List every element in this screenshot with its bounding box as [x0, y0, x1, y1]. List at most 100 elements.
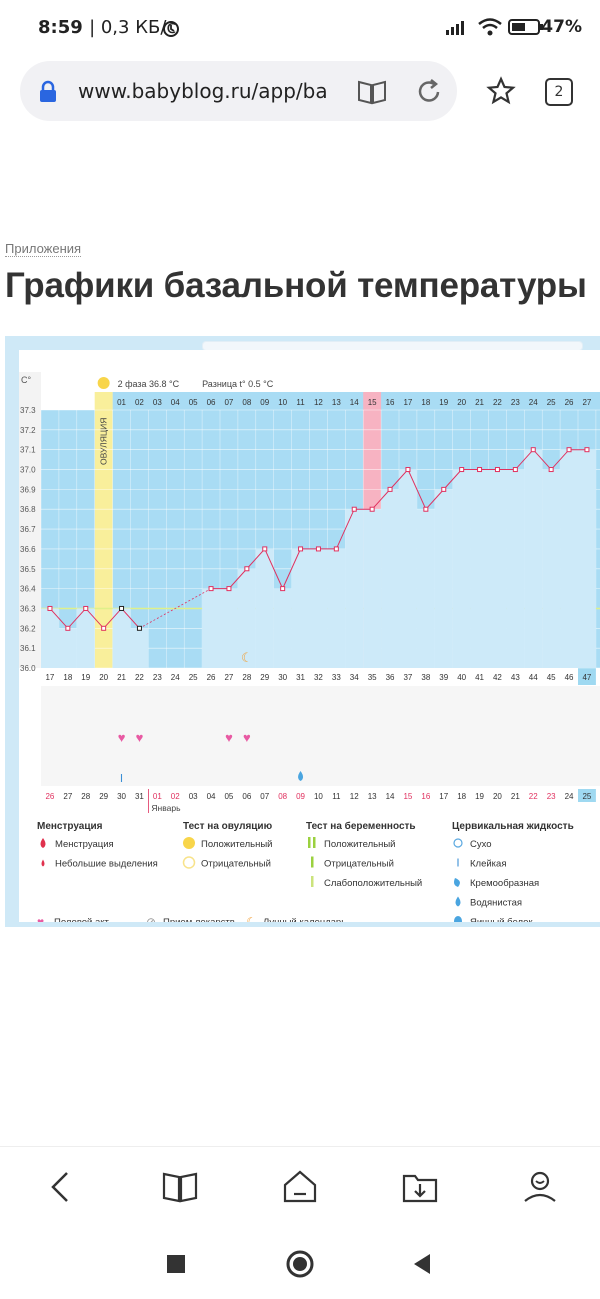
cycle-day-bottom: 20 — [99, 673, 108, 682]
temperature-bar — [237, 568, 256, 668]
date-label: 14 — [386, 792, 395, 801]
cycle-day-top: 11 — [296, 398, 305, 407]
back-button-icon[interactable] — [410, 1251, 434, 1277]
temperature-point — [315, 546, 321, 552]
cycle-day-bottom: 17 — [45, 673, 54, 682]
temperature-bar — [363, 509, 382, 668]
temperature-point — [351, 506, 357, 512]
profile-icon[interactable] — [520, 1167, 560, 1207]
cycle-day-bottom: 24 — [171, 673, 180, 682]
temperature-point — [584, 447, 590, 453]
date-row — [41, 788, 600, 814]
date-label: 27 — [63, 792, 72, 801]
bookmarks-icon[interactable] — [160, 1169, 200, 1205]
date-label: 20 — [493, 792, 502, 801]
date-label: 11 — [332, 792, 341, 801]
creamy-icon — [454, 878, 460, 887]
temperature-point — [387, 486, 393, 492]
cycle-day-bottom: 35 — [368, 673, 377, 682]
downloads-icon[interactable] — [400, 1167, 440, 1207]
alarm-icon — [163, 21, 179, 37]
recents-button-icon[interactable] — [165, 1253, 187, 1275]
legend-item: Водянистая — [470, 898, 522, 909]
legend-group-title: Цервикальная жидкость — [452, 821, 574, 832]
cycle-day-top: 15 — [368, 398, 377, 407]
status-time: 8:59 | 0,3 КБ/с — [38, 17, 177, 38]
cycle-day-top: 07 — [224, 398, 233, 407]
legend-group-title: Тест на овуляцию — [183, 821, 273, 832]
breadcrumb[interactable]: Приложения — [5, 241, 82, 257]
cycle-day-top: 06 — [207, 398, 216, 407]
reload-icon[interactable] — [414, 77, 444, 107]
cycle-day-bottom: 33 — [332, 673, 341, 682]
date-label: 21 — [511, 792, 520, 801]
temperature-bar — [524, 449, 543, 668]
temperature-bar — [309, 548, 328, 668]
temperature-bar — [327, 548, 346, 668]
page-title: Графики базальной температуры — [5, 266, 587, 305]
y-tick-label: 36.1 — [20, 644, 36, 653]
system-navigation — [0, 1228, 600, 1299]
heart-icon: ♥ — [118, 730, 126, 745]
heart-legend-icon: ♥ — [37, 915, 44, 922]
temperature-point — [101, 625, 107, 631]
diff-info: Разница t° 0.5 °C — [202, 379, 274, 389]
y-axis-unit: C° — [21, 375, 31, 385]
legend-item: Клейкая — [470, 859, 506, 870]
temperature-bar — [399, 469, 417, 668]
negative-circle-icon — [182, 856, 196, 869]
drop-icon — [455, 896, 461, 907]
cycle-day-top: 22 — [493, 398, 502, 407]
temperature-bar — [578, 449, 596, 668]
temperature-bar — [542, 469, 561, 668]
date-label: 10 — [314, 792, 323, 801]
browser-toolbar — [0, 1146, 600, 1227]
home-button-icon[interactable] — [285, 1249, 315, 1279]
legend-area — [19, 816, 600, 922]
url-text[interactable]: www.babyblog.ru/app/basal — [78, 79, 326, 103]
home-icon[interactable] — [280, 1167, 320, 1207]
y-tick-label: 36.6 — [20, 545, 36, 554]
legend-item: Менструация — [55, 839, 114, 850]
temperature-bar — [291, 548, 310, 668]
temperature-point — [459, 467, 465, 473]
legend-bottom-item: Лунный календарь — [263, 917, 346, 922]
dry-icon — [453, 838, 463, 848]
y-tick-label: 37.1 — [20, 446, 36, 455]
tab-count-button[interactable]: 2 — [545, 78, 573, 106]
cycle-day-bottom: 28 — [242, 673, 251, 682]
legend-item: Слабоположительный — [324, 878, 422, 889]
cycle-day-top: 16 — [386, 398, 395, 407]
legend-item: Отрицательный — [201, 859, 271, 870]
date-label: 04 — [207, 792, 216, 801]
cycle-day-top: 02 — [135, 398, 144, 407]
reader-mode-icon[interactable] — [356, 78, 388, 106]
bbt-chart: 37.3 37.2 37.1 37.0 36.9 36.8 36.7 36.6 36.5 36.4… — [19, 372, 600, 929]
sticky-fluid-icon: Ⅰ — [120, 773, 123, 785]
temperature-point — [65, 625, 71, 631]
legend-item: Небольшие выделения — [55, 859, 158, 870]
temperature-bar — [560, 449, 578, 668]
cycle-day-top: 18 — [421, 398, 430, 407]
cycle-day-bottom: 31 — [296, 673, 305, 682]
temperature-bar — [506, 469, 525, 668]
status-bar: 8:59 | 0,3 КБ/с 47% — [0, 0, 600, 56]
temperature-point — [333, 546, 339, 552]
y-axis-strip — [19, 372, 41, 668]
back-icon[interactable] — [45, 1169, 75, 1205]
temperature-point — [512, 467, 518, 473]
legend-item: Положительный — [201, 839, 272, 850]
cycle-day-bottom: 38 — [421, 673, 430, 682]
bookmark-star-icon[interactable] — [486, 76, 516, 106]
temperature-bar — [255, 548, 274, 668]
y-tick-label: 36.5 — [20, 565, 36, 574]
cycle-day-band — [112, 392, 600, 411]
date-label: 24 — [565, 792, 574, 801]
heart-icon: ♥ — [225, 730, 233, 745]
temperature-point — [119, 605, 125, 611]
legend-item: Положительный — [324, 839, 395, 850]
positive-test-icon — [313, 837, 316, 848]
date-label: 03 — [189, 792, 198, 801]
cycle-day-bottom: 25 — [189, 673, 198, 682]
temperature-bar — [416, 509, 435, 668]
